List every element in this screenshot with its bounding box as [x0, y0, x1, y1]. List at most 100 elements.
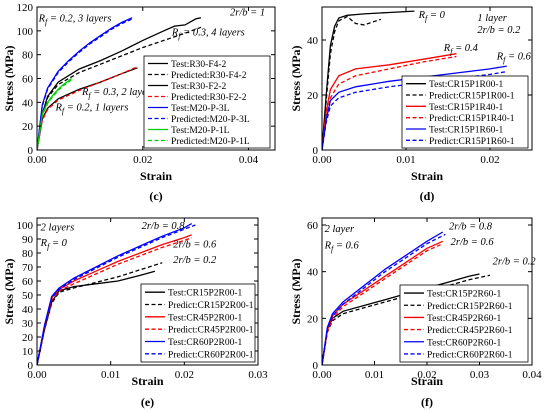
y-axis-label: Stress (MPa) — [2, 258, 16, 324]
series-line-4 — [322, 65, 507, 150]
series-line-5 — [37, 18, 133, 150]
legend-entry: Test:M20-P-3L — [171, 104, 230, 114]
x-tick-label: 0.00 — [312, 369, 332, 381]
x-tick-label: 0.00 — [27, 369, 47, 381]
x-tick-label: 0.04 — [239, 154, 259, 166]
panel-label: (c) — [149, 189, 162, 203]
y-tick-label: 40 — [307, 267, 319, 279]
legend-entry: Test:R30-F2-2 — [171, 82, 227, 92]
series-line-1 — [322, 15, 381, 150]
legend: Test:CR15P2R00-1 Predict:CR15P2R00-1 Test:… — [140, 283, 256, 363]
chart-panel-d: 0.00 0.01 0.02 0 20 40 Strain Stress (MPa) (d) Rf… — [289, 6, 533, 203]
annotation-4: Rf = 0.6 — [496, 51, 532, 64]
x-tick-label: 0.02 — [417, 369, 436, 381]
series-line-3 — [322, 243, 444, 365]
series-line-3 — [322, 55, 457, 150]
legend-entry: Test:CR15P1R60-1 — [429, 126, 504, 136]
y-tick-label: 30 — [22, 318, 34, 330]
annotation-3: 2r/b = 0.6 — [173, 239, 217, 250]
annotation-3: 2r/b = 0.6 — [451, 237, 495, 248]
x-axis-label: Strain — [411, 169, 443, 183]
legend-entry: Predict:CR45P2R00-1 — [168, 326, 254, 336]
series-line-4 — [322, 231, 444, 365]
panel-label: (e) — [141, 395, 154, 409]
legend-entry: Test:M20-P-1L — [171, 126, 230, 136]
legend-entry: Predict:CR15P1R60-1 — [429, 137, 515, 147]
y-tick-label: 60 — [22, 276, 34, 288]
annotation-2: 2r/b = 0.8 — [449, 222, 493, 233]
plot-frame — [36, 217, 259, 366]
annotation-1: Rf = 0.6 — [324, 240, 360, 253]
legend-entry: Predicted:R30-F2-2 — [171, 93, 247, 103]
annotation-2: Rf = 0.3, 4 layers — [171, 28, 245, 41]
y-tick-label: 0 — [28, 145, 34, 157]
panel-label: (d) — [420, 189, 435, 203]
legend-entry: Predict:CR15P1R40-1 — [429, 114, 515, 124]
annotation-1: 1 layer — [477, 13, 507, 24]
annotation-3: Rf = 0.3, 2 layers — [81, 87, 155, 100]
x-axis-label: Strain — [411, 374, 443, 388]
legend-entry: Test:CR15P1R40-1 — [429, 103, 504, 113]
y-tick-label: 10 — [22, 346, 34, 358]
y-tick-label: 0 — [28, 360, 34, 372]
legend-entry: Test:CR45P2R00-1 — [168, 313, 243, 323]
legend-entry: Predicted:M20-P-3L — [171, 115, 250, 125]
annotation-2: 2r/b = 0.2 — [477, 25, 521, 36]
legend-entry: Test:CR15P1R00-1 — [429, 80, 504, 90]
y-tick-label: 40 — [307, 35, 319, 47]
x-tick-label: 0.02 — [480, 154, 499, 166]
x-tick-label: 0.01 — [396, 154, 415, 166]
chart-panel-e: 0.00 0.01 0.02 0.03 0 10 20 30 40 50 60 70 80 90 100 St… — [2, 217, 268, 409]
y-tick-label: 80 — [22, 50, 34, 62]
y-axis-label: Stress (MPa) — [289, 258, 303, 324]
x-tick-label: 0.02 — [133, 154, 152, 166]
y-tick-label: 50 — [22, 290, 34, 302]
y-tick-label: 100 — [17, 26, 34, 38]
legend-entry: Predict:CR60P2R00-1 — [168, 350, 254, 360]
annotation-4: 2r/b = 0.2 — [493, 257, 537, 268]
annotation-2: 2r/b = 0.8 — [142, 221, 186, 232]
legend: Test:R30-F4-2Predicted:R30-F4-2Test:R30-… — [143, 55, 271, 149]
legend-entry: Predict:CR15P2R00-1 — [168, 301, 254, 311]
x-tick-label: 0.02 — [175, 369, 194, 381]
annotation-4: 2r/b = 0.2 — [173, 255, 217, 266]
legend-entry: Predict:CR15P2R60-1 — [427, 302, 513, 312]
legend-entry: Predict:CR15P1R00-1 — [429, 92, 515, 102]
legend-entry: Predict:CR60P2R60-1 — [427, 350, 513, 360]
y-tick-label: 60 — [22, 74, 34, 86]
series-line-5 — [37, 224, 196, 365]
annotation-0: Rf = 0 — [418, 10, 446, 23]
chart-panel-f: 0.00 0.01 0.02 0.03 0.04 0 20 40 60 Strain Stress … — [289, 217, 542, 409]
y-tick-label: 20 — [22, 121, 34, 133]
annotation-4: Rf = 0.2, 1 layers — [55, 103, 129, 116]
y-tick-label: 60 — [307, 220, 319, 232]
series-line-0 — [37, 17, 202, 150]
legend: Test:CR15P2R60-1 Predict:CR15P2R60-1 Test:… — [399, 284, 529, 363]
x-tick-label: 0.00 — [27, 154, 47, 166]
annotation-0: 2r/b = 1 — [230, 7, 265, 18]
legend-entry: Test:CR60P2R00-1 — [168, 338, 243, 348]
y-tick-label: 40 — [22, 97, 34, 109]
x-axis-label: Strain — [131, 374, 163, 388]
y-tick-label: 0 — [313, 145, 319, 157]
series-line-0 — [37, 270, 156, 365]
annotation-1: Rf = 0.2, 3 layers — [38, 13, 112, 26]
series-line-4 — [37, 17, 133, 150]
legend-entry: Test:CR15P2R00-1 — [168, 289, 243, 299]
annotation-0: 2 layers — [41, 223, 75, 234]
series-line-3 — [37, 66, 138, 150]
series-line-1 — [37, 262, 163, 365]
y-tick-label: 20 — [307, 313, 319, 325]
panel-label: (f) — [421, 395, 433, 409]
annotation-1: Rf = 0 — [40, 238, 68, 251]
y-tick-label: 40 — [22, 304, 34, 316]
y-tick-label: 0 — [313, 360, 319, 372]
series-line-3 — [37, 236, 192, 365]
y-axis-label: Stress (MPa) — [2, 45, 16, 111]
x-tick-label: 0.03 — [470, 369, 490, 381]
y-tick-label: 20 — [307, 90, 319, 102]
y-tick-label: 80 — [22, 248, 34, 260]
series-line-5 — [322, 233, 446, 365]
annotation-3: Rf = 0.4 — [443, 43, 479, 56]
